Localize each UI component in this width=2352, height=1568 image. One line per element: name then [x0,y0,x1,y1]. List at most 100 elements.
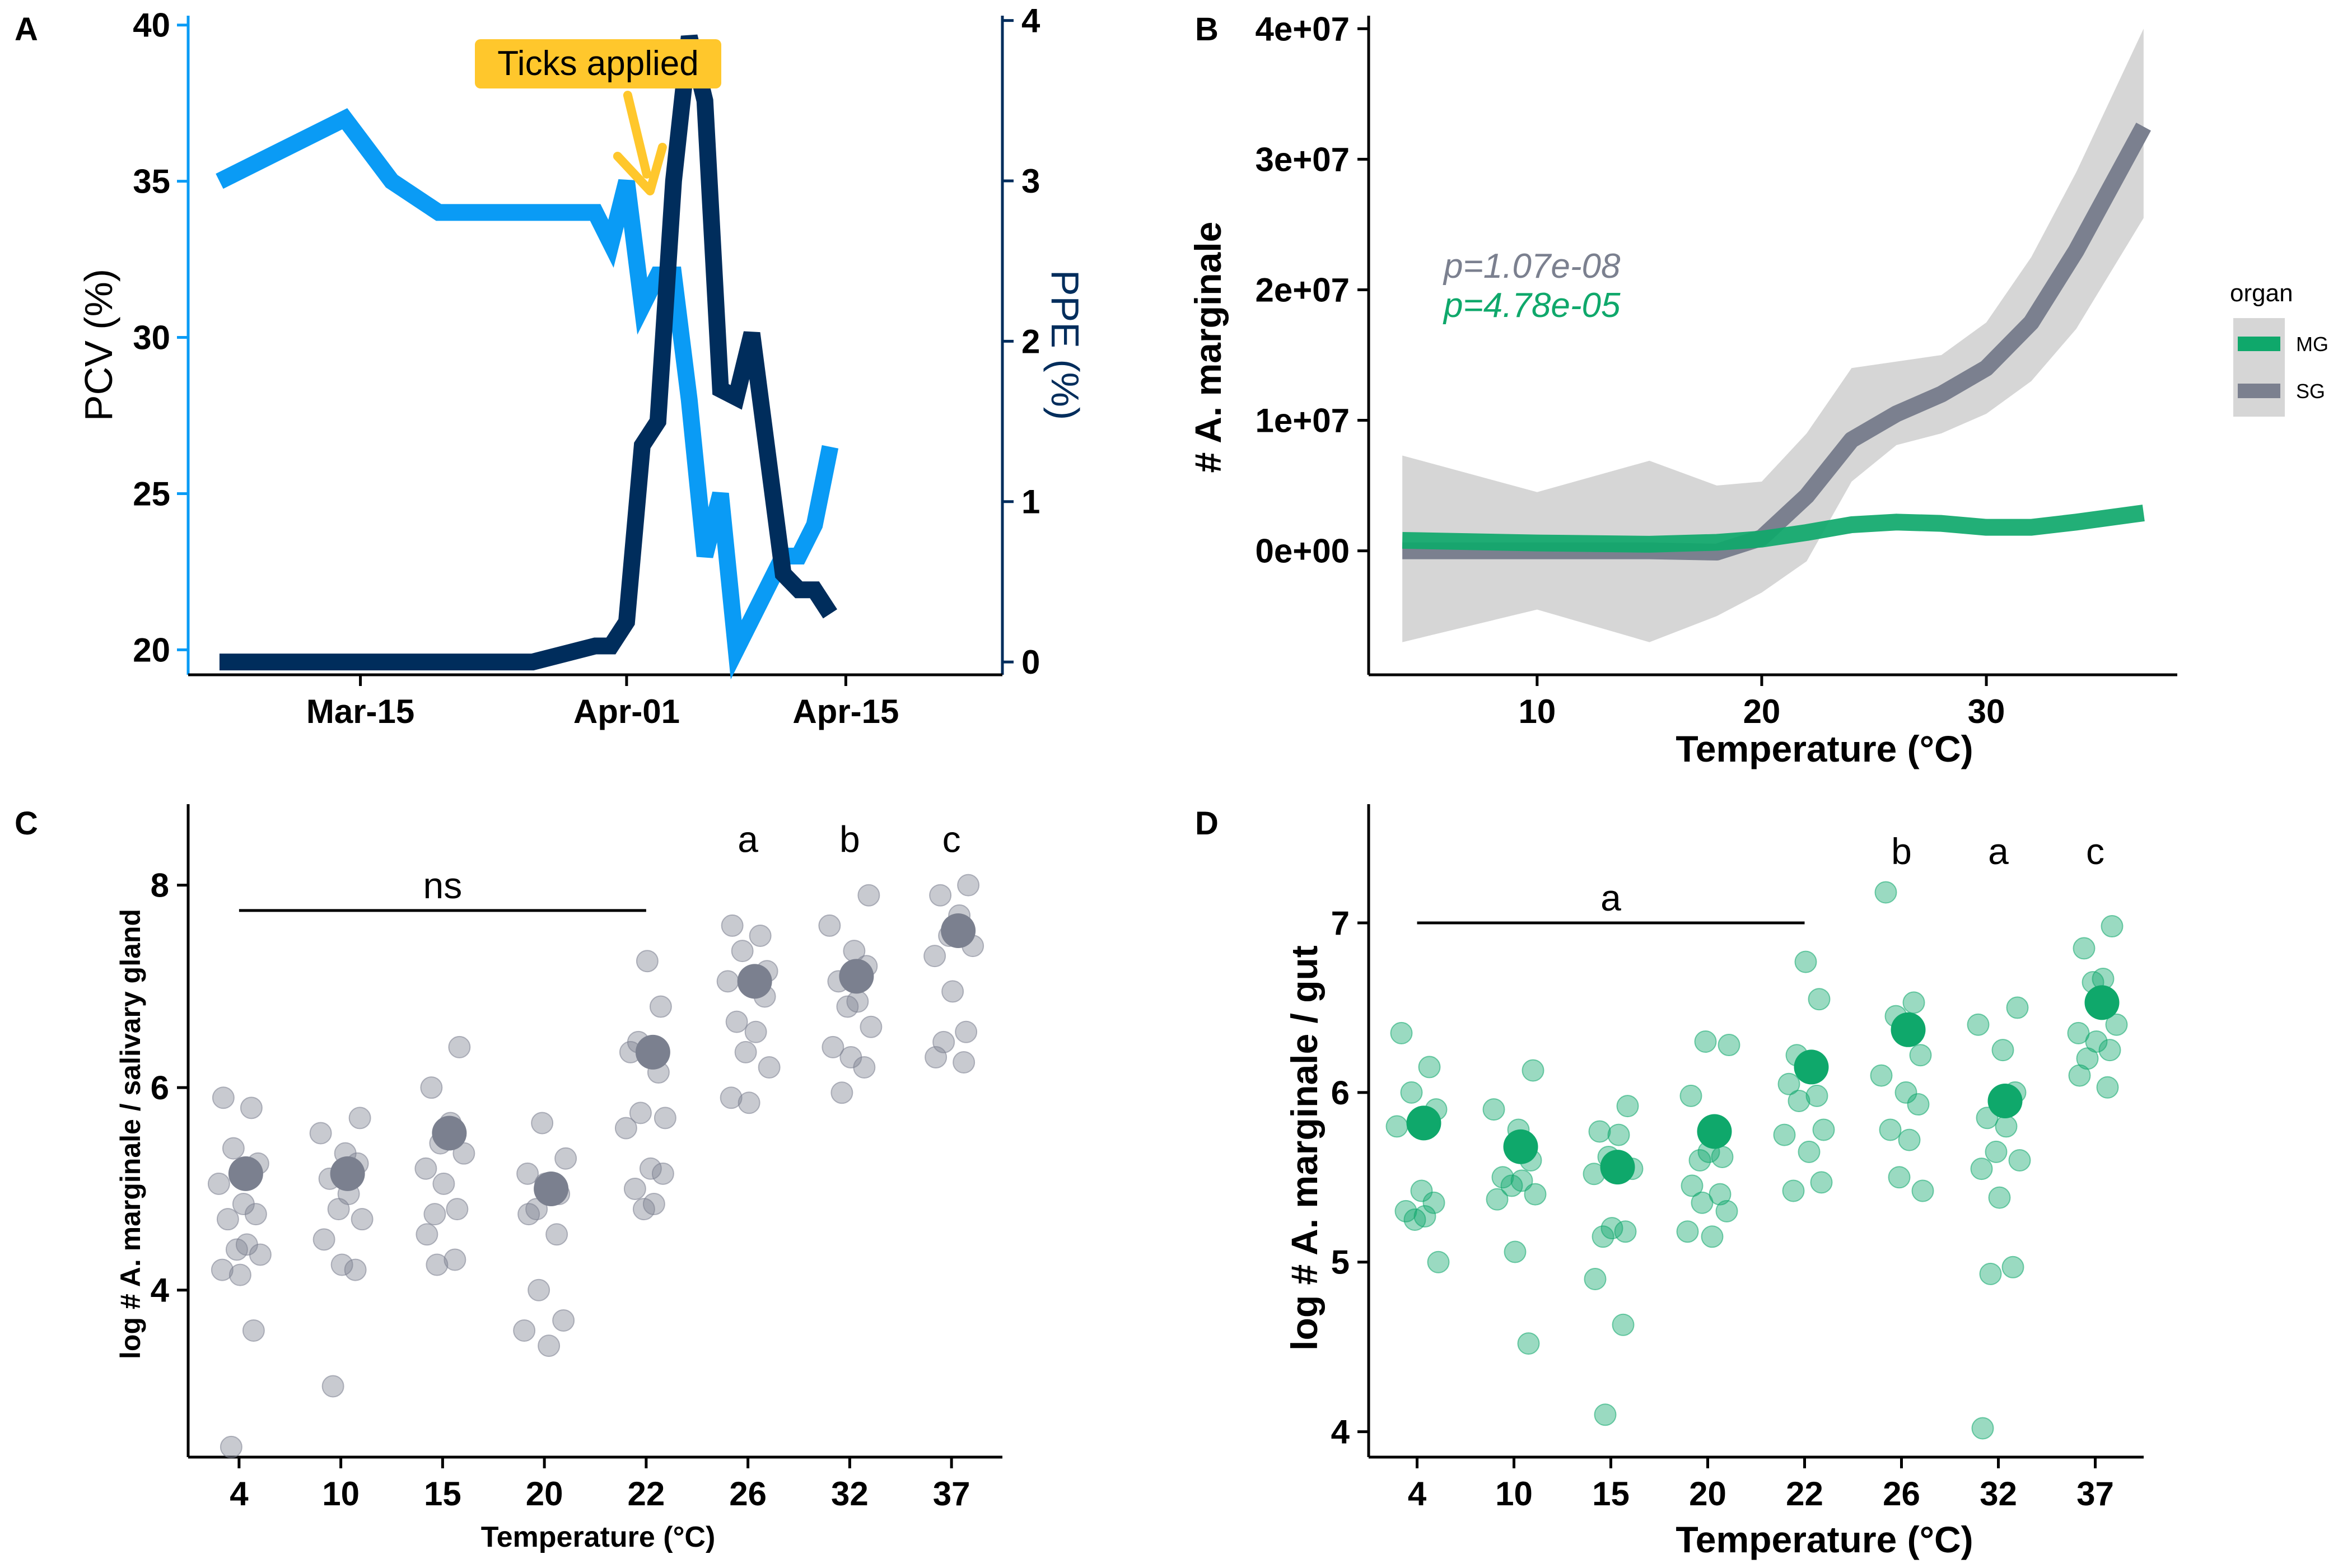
data-point [2068,1064,2091,1087]
data-point [351,1208,374,1231]
significance-bracket-label: ns [423,865,463,906]
panel-b-y-tick-label: 3e+07 [1255,141,1350,178]
confidence-band-sg [1402,29,2144,642]
significance-letter: b [839,818,860,860]
data-point [642,1193,665,1216]
data-point [941,980,964,1003]
mean-point [228,1156,263,1191]
data-point [830,1081,853,1104]
data-point [1410,1179,1433,1202]
data-point [244,1203,267,1226]
panel-a-y2-tick-label: 3 [1021,162,1040,200]
data-point [528,1278,550,1301]
data-point [1390,1021,1413,1044]
panel-c-annotations: ns a b c [239,818,961,912]
data-point [426,1253,449,1276]
data-point [1681,1174,1704,1197]
significance-letter: b [1891,830,1912,872]
panel-b-xlabel: Temperature (°C) [1676,728,1973,769]
data-point [1967,1013,1990,1036]
data-point [1870,1064,1893,1087]
y-tick-label: 8 [151,867,169,904]
legend-title: organ [2230,279,2293,307]
data-point [1715,1200,1738,1222]
data-point [1491,1166,1514,1189]
x-tick-label: 26 [729,1475,767,1513]
data-point [2105,1013,2128,1036]
x-tick-label: 22 [628,1475,665,1513]
panel-a-lines [216,34,839,680]
data-point [225,1238,248,1261]
data-point [744,1020,767,1043]
data-point [1592,1225,1614,1248]
data-point [554,1147,577,1170]
data-point [432,1172,455,1195]
data-point [955,1020,978,1043]
data-point [1418,1056,1441,1079]
data-point [416,1223,438,1246]
data-point [721,914,744,937]
panel-a-x-tick-label: Apr-01 [573,693,680,730]
mean-point [1891,1012,1926,1047]
y-tick-label: 6 [151,1069,169,1107]
data-point [614,1117,637,1140]
data-point [1805,1084,1828,1107]
data-point [1522,1059,1544,1082]
data-point [344,1258,367,1281]
data-point [716,970,739,993]
annotation-callout-box [475,39,721,88]
data-point [1902,991,1925,1014]
data-point [1995,1115,2018,1138]
data-point [1694,1030,1717,1053]
data-point [1676,1220,1699,1243]
data-point [1888,1166,1911,1189]
x-tick-label: 15 [1592,1475,1630,1513]
panel-b-y-tick-label: 4e+07 [1255,10,1350,48]
x-tick-label: 10 [322,1475,360,1513]
panel-d-annotations: a b a c [1417,830,2104,925]
data-point [1486,1188,1509,1211]
y-tick-label: 4 [151,1272,170,1309]
panel-a-annotation: Ticks applied [475,39,721,195]
data-point [818,914,841,937]
arrow-head [613,142,667,195]
x-tick-label: 4 [230,1475,249,1513]
panel-b-ylabel: # A. marginale [1187,222,1229,473]
data-point [1679,1084,1702,1107]
x-tick-label: 15 [424,1475,461,1513]
data-point [1482,1098,1505,1121]
data-point [452,1142,475,1165]
mean-point [737,964,772,999]
data-point [953,1051,976,1074]
data-point [220,1435,242,1458]
data-point [2076,1047,2099,1070]
mean-point [839,959,874,994]
data-point [2098,1039,2121,1062]
data-point [538,1334,561,1357]
data-point [309,1122,332,1145]
y-tick-label: 6 [1331,1074,1350,1112]
data-point [216,1208,239,1231]
significance-bracket-label: a [1600,877,1621,918]
x-tick-label: 26 [1883,1475,1920,1513]
data-point [1979,1262,2002,1285]
panel-a-axes: 20 25 30 35 40 0 1 2 3 4 Mar-15 Apr-01 Apr-15 [133,2,1040,730]
data-point [749,925,772,948]
panel-c-ylabel: log # A. marginale / salivary gland [115,909,146,1359]
data-point [1517,1332,1540,1355]
data-point [623,1177,646,1200]
data-point [327,1198,350,1221]
legend-label-mg: MG [2296,333,2328,356]
pvalue-sg: p=1.07e-08 [1443,247,1621,286]
data-point [923,945,946,968]
data-point [636,950,659,973]
data-point [1970,1158,1993,1180]
significance-letter: a [1988,830,2009,872]
panel-a-y2-tick-label: 0 [1021,643,1040,681]
panel-d-xlabel: Temperature (°C) [1676,1519,1973,1560]
data-point [629,1102,652,1124]
data-point [1403,1208,1426,1231]
data-point [1614,1220,1637,1243]
data-point [1911,1179,1934,1202]
x-tick-label: 37 [933,1475,970,1513]
